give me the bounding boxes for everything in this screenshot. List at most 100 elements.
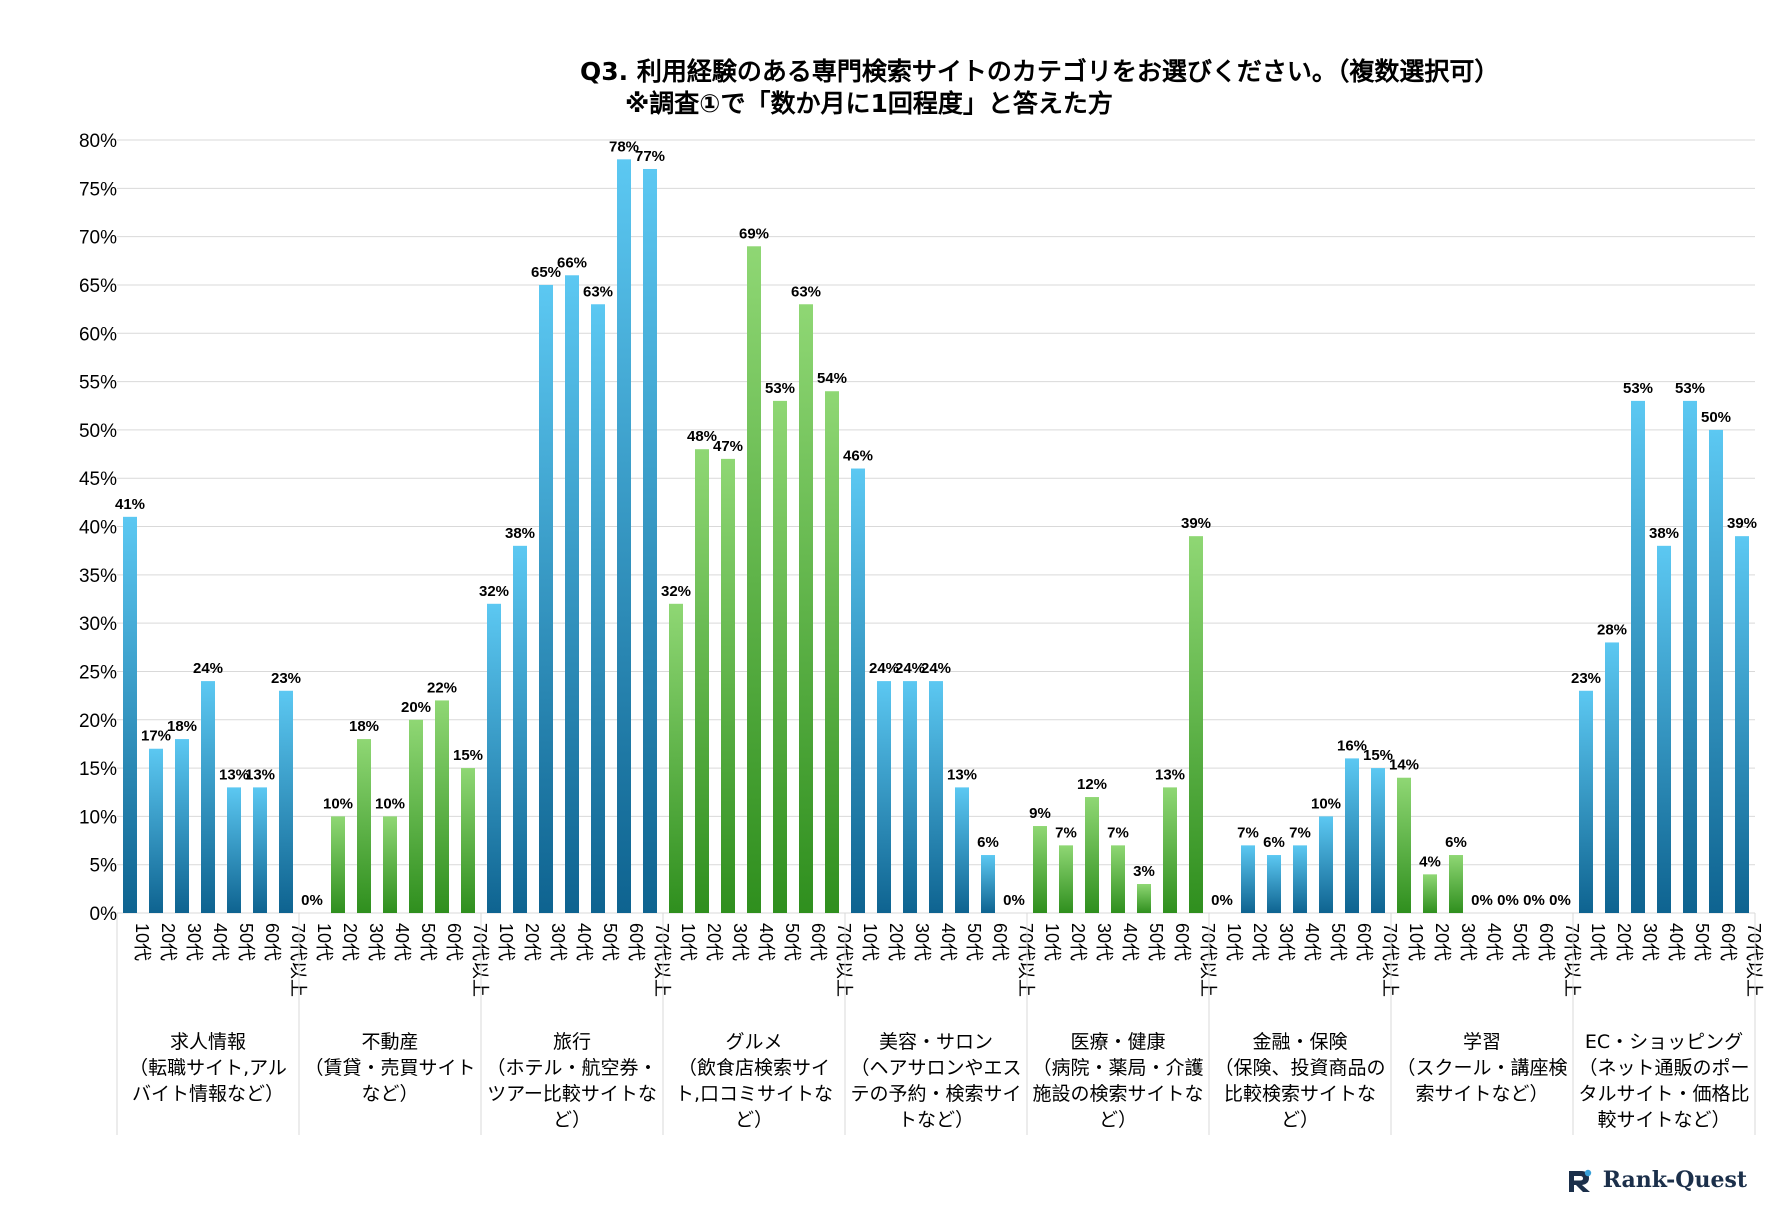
data-label: 78% xyxy=(609,138,639,155)
bar xyxy=(1189,536,1203,913)
y-tick-label: 20% xyxy=(79,711,117,732)
x-age-label: 10代 xyxy=(1588,923,1608,961)
data-label: 65% xyxy=(531,264,561,281)
x-age-label: 50代 xyxy=(418,923,438,961)
category-label: （スクール・講座検 xyxy=(1396,1057,1567,1079)
category-label: EC・ショッピング xyxy=(1585,1031,1743,1053)
x-age-label: 40代 xyxy=(1666,923,1686,961)
x-age-label: 40代 xyxy=(938,923,958,961)
data-label: 24% xyxy=(869,660,899,677)
x-age-label: 10代 xyxy=(496,923,516,961)
data-label: 0% xyxy=(1549,892,1571,909)
x-age-label: 10代 xyxy=(314,923,334,961)
bar xyxy=(435,700,449,913)
bar xyxy=(1319,816,1333,913)
x-age-label: 20代 xyxy=(158,923,178,961)
data-label: 4% xyxy=(1419,853,1441,870)
x-age-label: 40代 xyxy=(210,923,230,961)
data-label: 53% xyxy=(1675,380,1705,397)
data-label: 41% xyxy=(115,496,145,513)
data-label: 13% xyxy=(947,766,977,783)
x-age-label: 30代 xyxy=(1458,923,1478,961)
x-age-label: 30代 xyxy=(730,923,750,961)
bar xyxy=(383,816,397,913)
chart-title-line-1: Q3. 利用経験のある専門検索サイトのカテゴリをお選びください。（複数選択可） xyxy=(580,57,1500,86)
x-age-label: 50代 xyxy=(600,923,620,961)
x-age-label: 70代以上 xyxy=(1562,923,1582,997)
bar xyxy=(123,516,137,913)
data-label: 13% xyxy=(245,766,275,783)
data-label: 10% xyxy=(1311,795,1341,812)
bar xyxy=(149,748,163,913)
data-label: 32% xyxy=(479,583,509,600)
bar xyxy=(1423,874,1437,913)
data-label: 28% xyxy=(1597,621,1627,638)
category-label: （賃貸・売買サイト xyxy=(304,1057,475,1079)
bar xyxy=(1579,690,1593,913)
x-age-label: 10代 xyxy=(132,923,152,961)
x-age-label: 20代 xyxy=(1068,923,1088,961)
category-label: 施設の検索サイトな xyxy=(1032,1083,1203,1105)
data-label: 38% xyxy=(505,525,535,542)
data-label: 13% xyxy=(1155,766,1185,783)
bar xyxy=(1111,845,1125,913)
bar xyxy=(695,449,709,913)
data-label: 24% xyxy=(895,660,925,677)
x-age-label: 20代 xyxy=(704,923,724,961)
data-label: 3% xyxy=(1133,863,1155,880)
bar xyxy=(279,690,293,913)
x-age-label: 40代 xyxy=(392,923,412,961)
y-tick-label: 0% xyxy=(90,904,118,925)
bar xyxy=(1163,787,1177,913)
x-age-label: 70代以上 xyxy=(1016,923,1036,997)
bar xyxy=(1449,855,1463,913)
data-label: 39% xyxy=(1727,515,1757,532)
x-age-label: 50代 xyxy=(1328,923,1348,961)
x-age-label: 60代 xyxy=(262,923,282,961)
category-label: 比較検索サイトな xyxy=(1224,1083,1376,1105)
category-label: ツアー比較サイトな xyxy=(487,1083,657,1105)
category-label: バイト情報など） xyxy=(132,1083,284,1105)
data-label: 32% xyxy=(661,583,691,600)
bar xyxy=(1293,845,1307,913)
bar xyxy=(253,787,267,913)
data-label: 6% xyxy=(1445,834,1467,851)
x-age-label: 20代 xyxy=(1432,923,1452,961)
x-age-label: 40代 xyxy=(574,923,594,961)
category-label: ど） xyxy=(735,1109,773,1131)
data-label: 6% xyxy=(1263,834,1285,851)
category-label: 較サイトなど） xyxy=(1597,1109,1730,1131)
x-age-label: 30代 xyxy=(912,923,932,961)
y-tick-label: 45% xyxy=(79,469,117,490)
x-age-label: 20代 xyxy=(1250,923,1270,961)
x-age-label: 20代 xyxy=(886,923,906,961)
bar xyxy=(461,768,475,913)
y-tick-label: 75% xyxy=(79,179,117,200)
data-label: 47% xyxy=(713,438,743,455)
x-age-label: 30代 xyxy=(1276,923,1296,961)
data-label: 7% xyxy=(1237,824,1259,841)
bar xyxy=(747,246,761,914)
bar xyxy=(1267,855,1281,913)
x-age-label: 70代以上 xyxy=(470,923,490,997)
category-label: 金融・保険 xyxy=(1252,1031,1347,1053)
bar xyxy=(539,284,553,913)
bars: 41%17%18%24%13%13%23%0%10%18%10%20%22%15… xyxy=(115,138,1757,914)
y-axis: 0% 5% 10% 15% 20% 25% 30% 35% 40% 45% 50% 55% 60% 65%… xyxy=(79,131,117,925)
bar xyxy=(1085,797,1099,913)
category-label: （ネット通販のポー xyxy=(1578,1057,1749,1079)
category-label: テの予約・検索サイ xyxy=(850,1083,1021,1105)
data-label: 69% xyxy=(739,225,769,242)
data-label: 54% xyxy=(817,370,847,387)
x-age-label: 70代以上 xyxy=(1198,923,1218,997)
bar xyxy=(1657,545,1671,913)
bar xyxy=(929,681,943,913)
y-tick-label: 60% xyxy=(79,324,117,345)
bar xyxy=(409,719,423,913)
bar xyxy=(1345,758,1359,913)
x-age-label: 30代 xyxy=(548,923,568,961)
bar xyxy=(903,681,917,913)
category-label: タルサイト・価格比 xyxy=(1578,1083,1749,1105)
